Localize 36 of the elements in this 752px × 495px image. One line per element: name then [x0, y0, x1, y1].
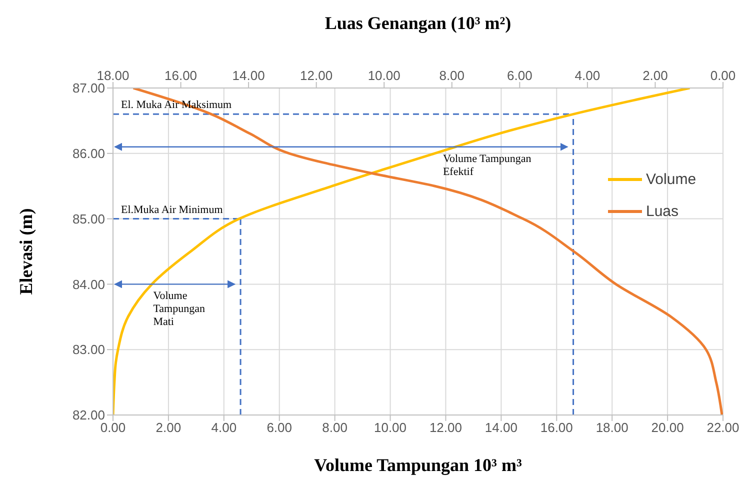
x2-tick-label: 14.00 [232, 68, 265, 83]
x-tick-label: 6.00 [266, 420, 292, 436]
chart-title: Luas Genangan (10³ m²) [324, 13, 512, 33]
x2-tick-label: 6.00 [507, 68, 532, 83]
x2-tick-label: 4.00 [574, 68, 600, 83]
y-tick-label: 86.00 [72, 146, 105, 162]
x2-tick-label: 8.00 [439, 68, 465, 83]
x-tick-label: 16.00 [540, 420, 573, 436]
x-tick-label: 0.00 [100, 420, 126, 436]
x-tick-label: 10.00 [374, 420, 407, 436]
x2-tick-label: 12.00 [300, 68, 333, 83]
y-axis-title: Elevasi (m) [16, 208, 36, 295]
x2-tick-label: 0.00 [710, 68, 736, 83]
x-tick-label: 18.00 [596, 420, 628, 436]
annotation: Volume Tampungan Efektif [442, 152, 532, 179]
x-tick-label: 20.00 [651, 420, 684, 436]
x-tick-label: 22.00 [706, 420, 740, 436]
x-axis-title: Volume Tampungan 10³ m³ [314, 455, 522, 475]
y-tick-label: 82.00 [72, 408, 105, 423]
y-tick-label: 85.00 [72, 211, 105, 226]
x2-tick-label: 18.00 [96, 68, 130, 83]
x-tick-label: 8.00 [322, 420, 348, 436]
x2-tick-label: 2.00 [642, 68, 668, 83]
x-tick-label: 14.00 [484, 420, 518, 436]
ref-line-label: El.Muka Air Minimum [121, 204, 224, 216]
annotation: Volume Tampungan Mati [153, 290, 206, 330]
legend-label: Volume [646, 170, 696, 188]
x-tick-label: 12.00 [429, 420, 462, 436]
x-tick-label: 4.00 [211, 420, 237, 436]
x-tick-label: 2.00 [156, 420, 182, 436]
y-tick-label: 83.00 [72, 342, 105, 358]
y-tick-label: 84.00 [72, 276, 105, 292]
legend-label: Luas [646, 202, 679, 220]
x2-tick-label: 16.00 [164, 68, 198, 83]
y-tick-label: 87.00 [72, 80, 105, 96]
x2-tick-label: 10.00 [368, 68, 400, 83]
